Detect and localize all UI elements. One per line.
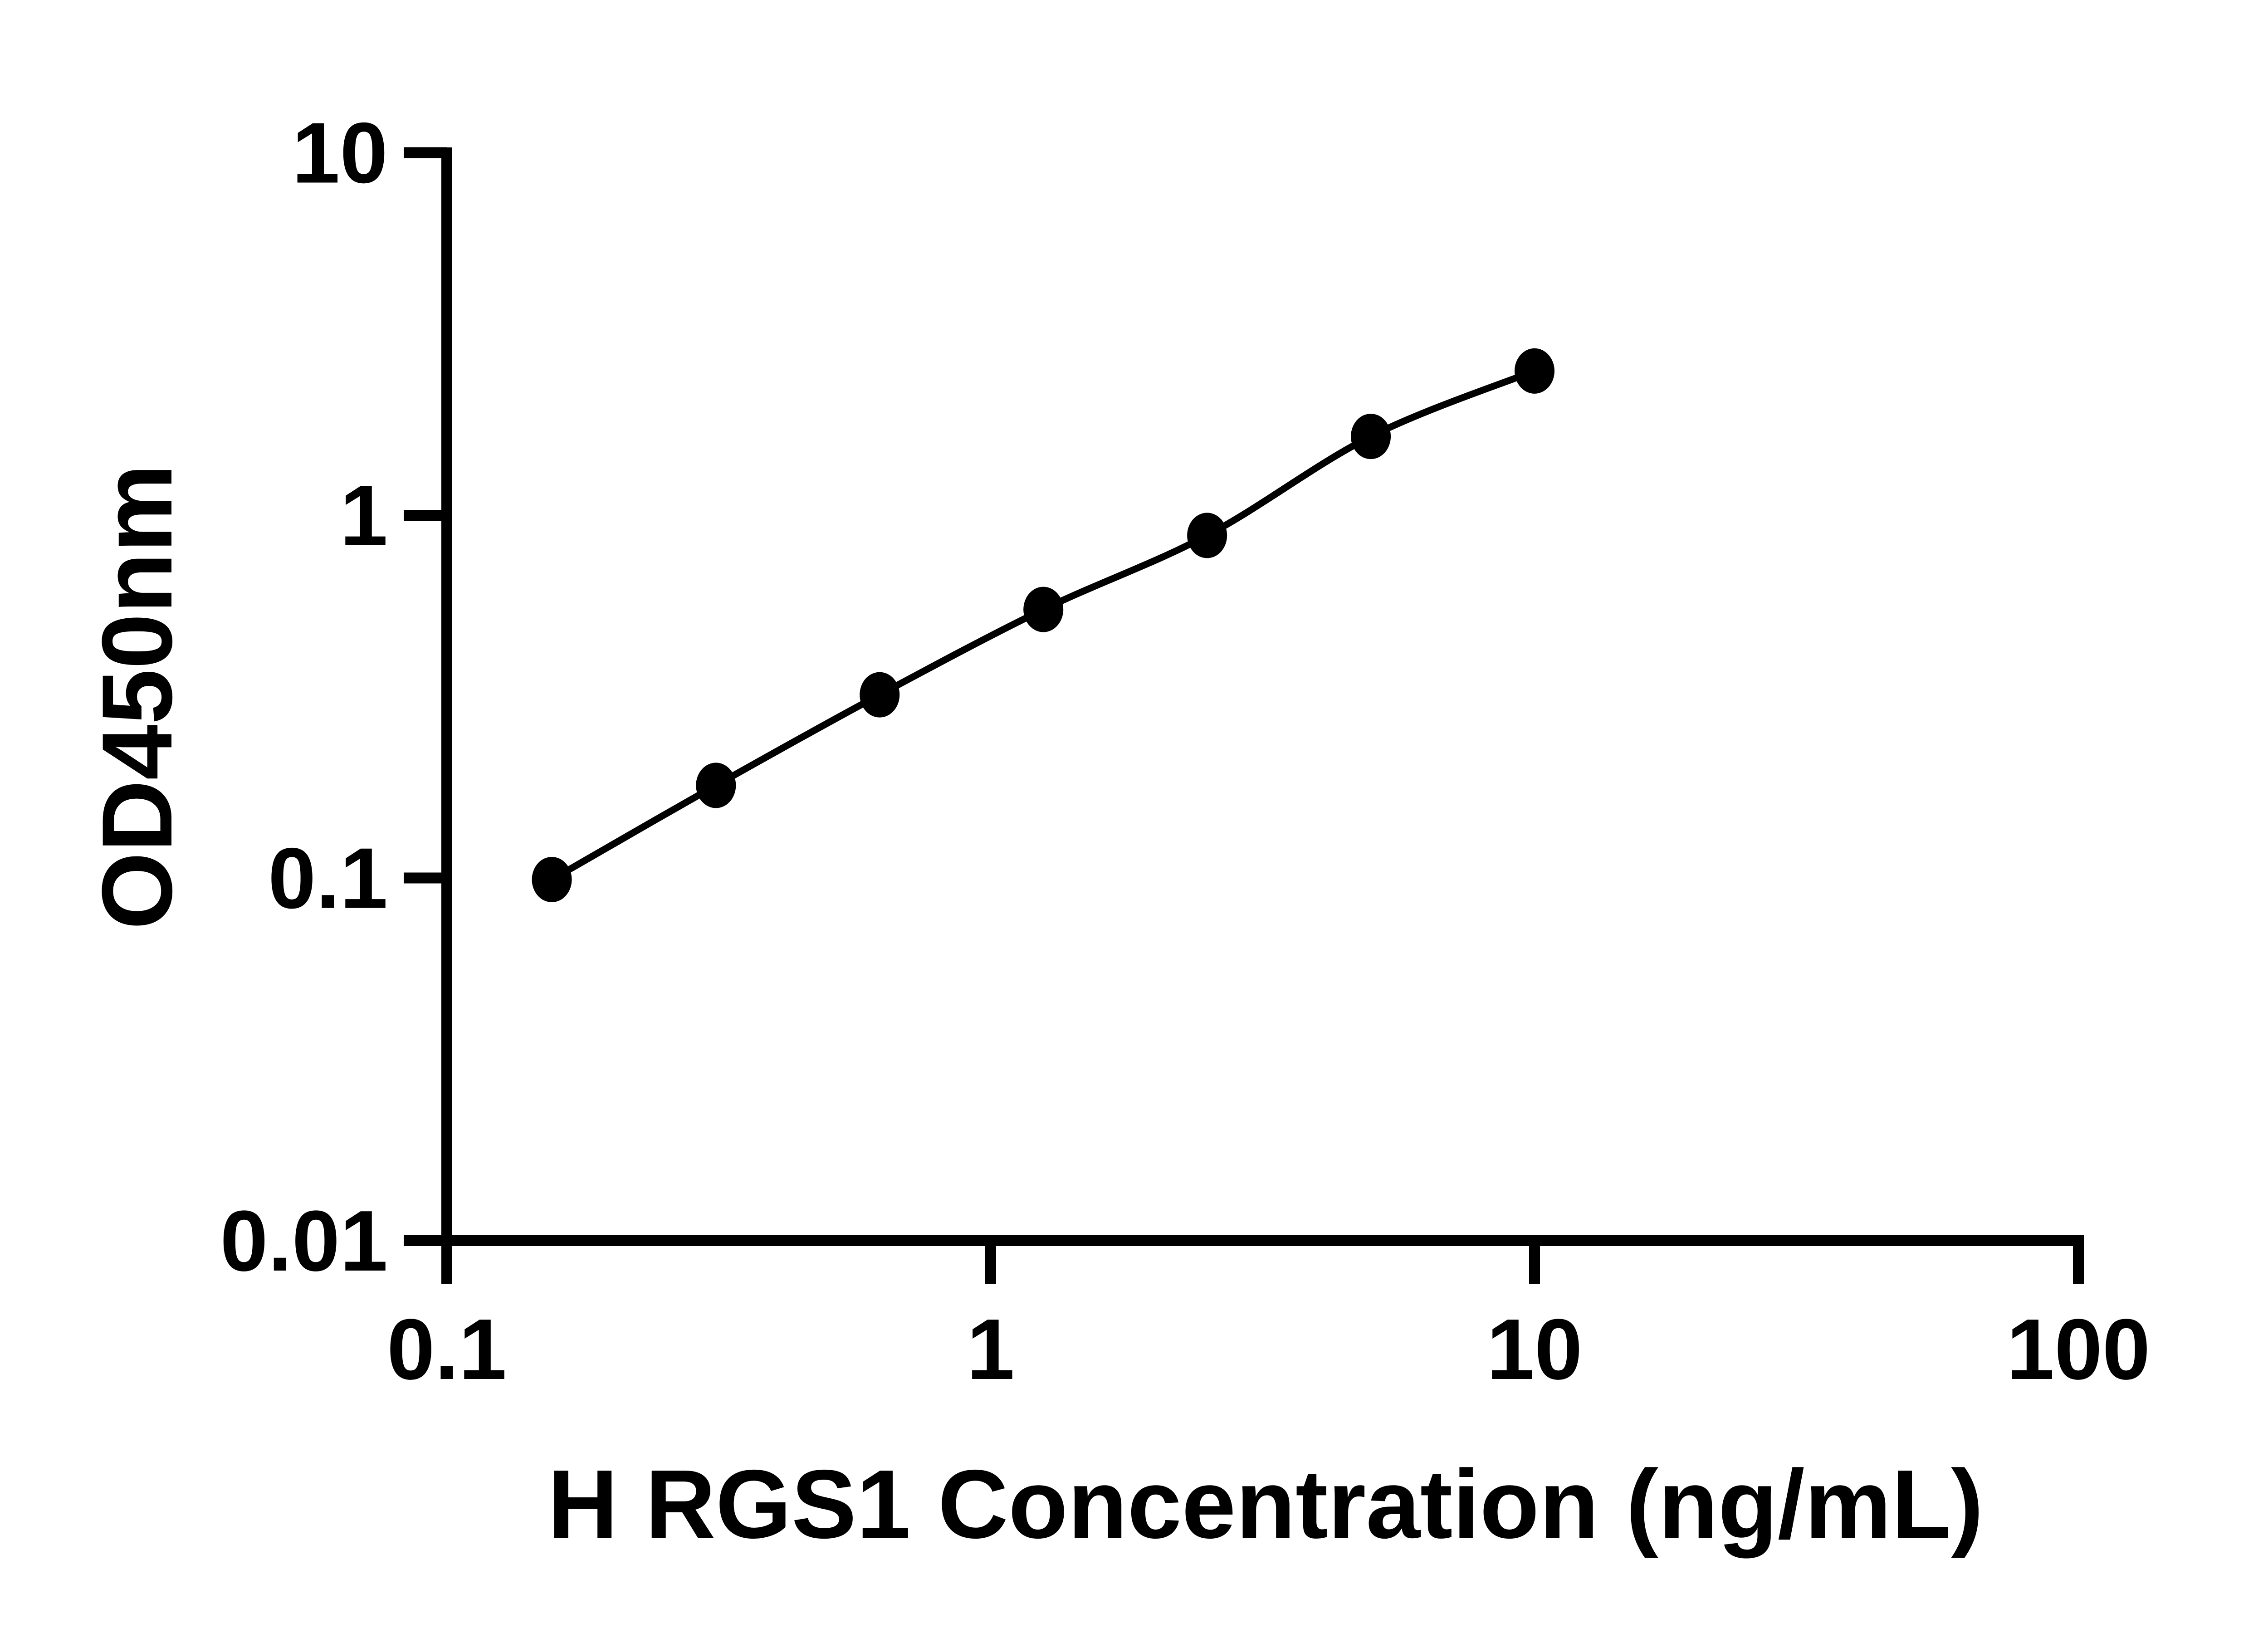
data-point-3 <box>1023 587 1064 632</box>
x-tick-label-100: 100 <box>2006 1301 2150 1398</box>
y-tick-label-1: 1 <box>340 468 388 564</box>
x-axis-title: H RGS1 Concentration (ng/mL) <box>547 1449 1983 1559</box>
y-axis-title: OD450nm <box>81 464 193 929</box>
data-point-6 <box>1515 348 1554 394</box>
x-tick-label-1: 1 <box>967 1301 1015 1398</box>
x-tick-label-10: 10 <box>1486 1301 1582 1398</box>
data-series <box>532 348 1554 902</box>
y-axis-ticks: 0.01 0.1 1 10 <box>220 105 447 1289</box>
data-point-2 <box>860 672 900 718</box>
x-tick-label-0.1: 0.1 <box>387 1301 507 1398</box>
y-tick-label-0.01: 0.01 <box>220 1193 388 1289</box>
data-point-0 <box>532 856 572 902</box>
data-point-1 <box>696 763 736 808</box>
data-point-4 <box>1187 513 1227 558</box>
y-tick-label-10: 10 <box>292 105 388 201</box>
x-axis-ticks: 0.1 1 10 100 <box>387 1241 2151 1398</box>
data-point-5 <box>1351 414 1391 460</box>
y-tick-label-0.1: 0.1 <box>268 831 388 927</box>
